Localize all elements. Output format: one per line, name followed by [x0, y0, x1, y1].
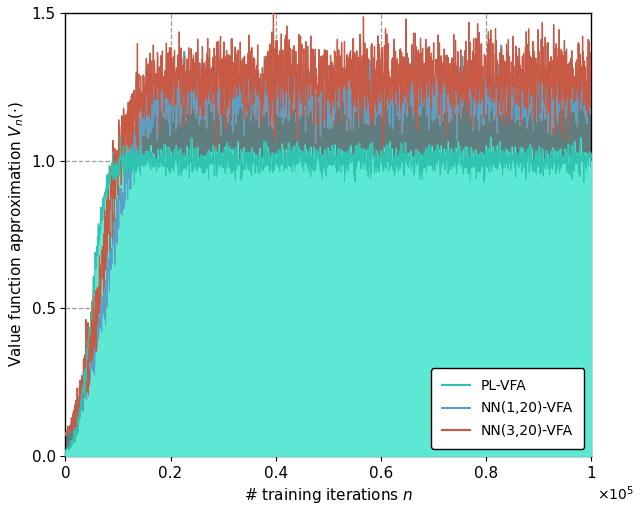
- X-axis label: # training iterations $n$: # training iterations $n$: [244, 486, 413, 505]
- Y-axis label: Value function approximation $V_n(\cdot)$: Value function approximation $V_n(\cdot)…: [7, 101, 26, 367]
- Text: $\times 10^5$: $\times 10^5$: [596, 484, 634, 503]
- Legend: PL-VFA, NN(1,20)-VFA, NN(3,20)-VFA: PL-VFA, NN(1,20)-VFA, NN(3,20)-VFA: [431, 368, 584, 449]
